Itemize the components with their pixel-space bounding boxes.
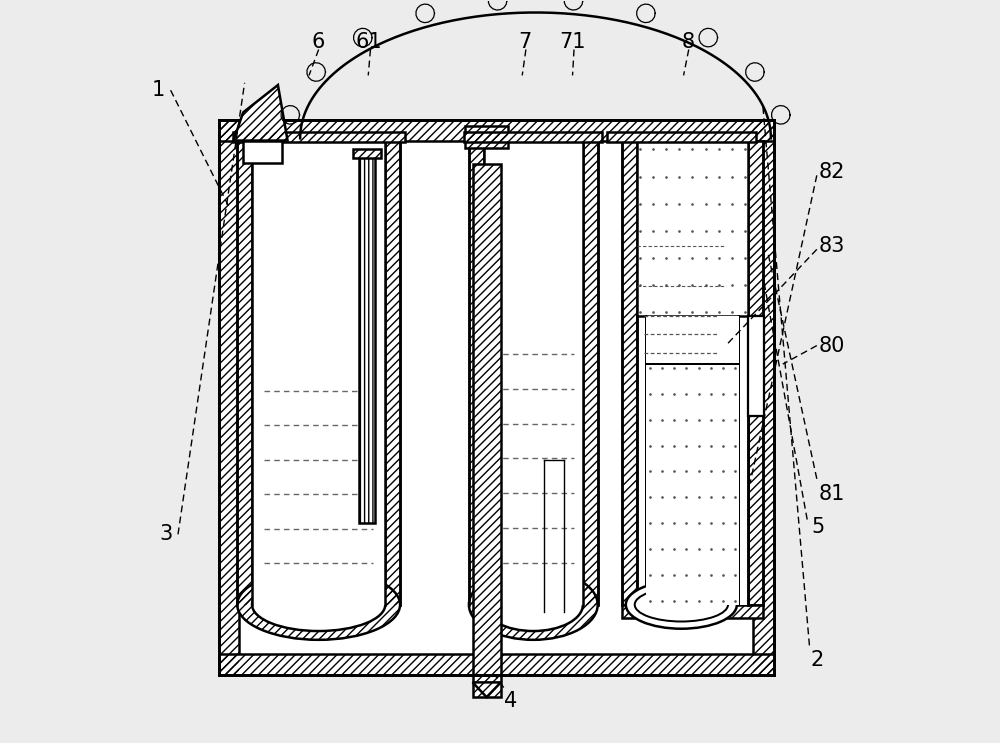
Text: 3: 3 [159, 525, 173, 545]
Text: 4: 4 [504, 691, 517, 711]
Ellipse shape [252, 578, 385, 631]
Text: 83: 83 [818, 236, 845, 256]
Bar [219, 120, 774, 675]
Ellipse shape [635, 588, 728, 621]
Bar [219, 655, 774, 675]
Bar [233, 132, 405, 142]
Bar [353, 149, 381, 158]
Bar [243, 140, 282, 163]
Bar [233, 132, 405, 142]
Bar [252, 140, 385, 605]
Bar [646, 316, 739, 605]
Bar [469, 140, 484, 605]
Text: 1: 1 [152, 80, 165, 100]
Bar [473, 164, 501, 697]
Bar [469, 140, 484, 605]
Bar [607, 132, 756, 142]
Bar [359, 153, 375, 523]
Bar [237, 140, 252, 605]
Text: 82: 82 [818, 162, 845, 181]
Bar [465, 126, 508, 148]
Bar [359, 153, 375, 523]
Bar [607, 132, 756, 142]
Bar [219, 655, 774, 675]
Bar [622, 605, 763, 618]
Bar [219, 120, 774, 675]
Text: 5: 5 [811, 517, 824, 537]
Bar [464, 132, 602, 142]
Ellipse shape [484, 578, 583, 631]
Bar [622, 140, 637, 605]
Polygon shape [234, 85, 288, 140]
Polygon shape [473, 682, 501, 697]
Text: 8: 8 [681, 32, 694, 52]
Bar [237, 140, 252, 605]
Text: 81: 81 [818, 484, 845, 504]
Bar [385, 140, 400, 605]
Bar [622, 140, 637, 605]
Bar [748, 140, 763, 605]
Ellipse shape [626, 580, 737, 629]
Text: 71: 71 [559, 32, 586, 52]
Bar [219, 120, 774, 140]
Text: 80: 80 [818, 336, 845, 356]
Text: 61: 61 [356, 32, 382, 52]
Bar [465, 126, 508, 148]
Bar [385, 140, 400, 605]
Ellipse shape [469, 569, 598, 640]
Bar [219, 120, 239, 675]
Bar [748, 140, 763, 605]
Bar [622, 605, 763, 618]
Bar [473, 164, 501, 697]
Bar [219, 120, 774, 140]
Bar [753, 120, 774, 675]
Bar [637, 140, 748, 605]
Bar [484, 140, 583, 605]
Bar [219, 120, 239, 675]
Text: 2: 2 [811, 650, 824, 670]
Bar [464, 132, 602, 142]
Bar [353, 149, 381, 158]
Bar [583, 140, 598, 605]
Bar [583, 140, 598, 605]
Text: 6: 6 [311, 32, 325, 52]
Bar [753, 120, 774, 675]
Bar [646, 316, 739, 605]
Bar [252, 140, 385, 605]
Text: 7: 7 [519, 32, 532, 52]
Bar [484, 140, 583, 605]
Bar [748, 316, 764, 416]
Ellipse shape [237, 569, 400, 640]
